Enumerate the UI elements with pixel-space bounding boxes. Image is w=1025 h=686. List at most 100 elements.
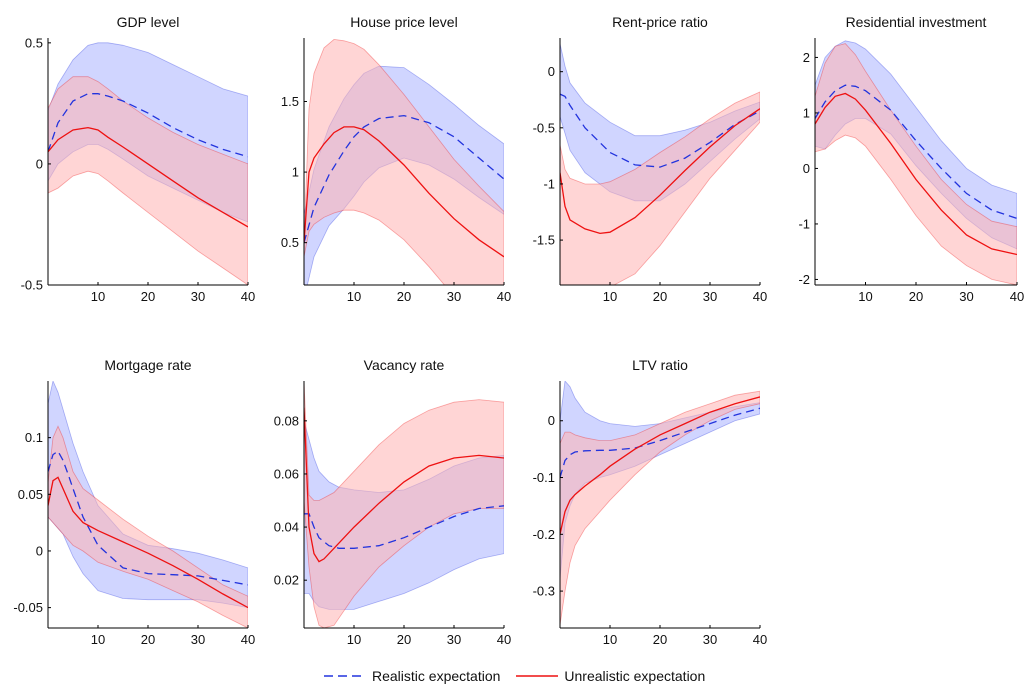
y-tick-label: 0 bbox=[36, 543, 43, 558]
panel-title: Rent-price ratio bbox=[612, 14, 708, 30]
legend-item-unrealistic: Unrealistic expectation bbox=[514, 668, 705, 684]
y-tick-label: -2 bbox=[798, 272, 810, 287]
panel-residential-investment: 10 20 30 40 -2 -1 0 1 2 Residential investment bbox=[798, 14, 1024, 304]
plot-area bbox=[304, 381, 504, 628]
panel-title: Mortgage rate bbox=[104, 357, 191, 373]
line-realistic bbox=[48, 450, 248, 586]
panel-gdp-level: 10 20 30 40 -0.5 0 0.5 GDP level bbox=[21, 14, 256, 304]
panel-title: House price level bbox=[350, 14, 457, 30]
y-tick-label: 0.5 bbox=[281, 235, 299, 250]
x-tick-label: 10 bbox=[91, 289, 105, 304]
plot-area bbox=[48, 381, 248, 628]
band-unrealistic bbox=[560, 91, 760, 285]
line-unrealistic bbox=[304, 407, 504, 563]
y-tick-label: 1 bbox=[803, 105, 810, 120]
y-tick-label: 0.05 bbox=[18, 487, 43, 502]
x-tick-label: 40 bbox=[241, 289, 255, 304]
y-tick-label: -1 bbox=[798, 216, 810, 231]
panel-rent-price-ratio: 10 20 30 40 -1.5 -1 -0.5 0 Rent-price ratio bbox=[533, 14, 768, 304]
plot-area bbox=[304, 38, 504, 285]
y-tick-label: 1.5 bbox=[281, 94, 299, 109]
x-tick-label: 20 bbox=[397, 632, 411, 647]
line-realistic bbox=[815, 84, 1017, 220]
legend-label-realistic: Realistic expectation bbox=[372, 668, 501, 684]
x-tick-label: 40 bbox=[1010, 289, 1024, 304]
y-tick-label: 0.5 bbox=[25, 35, 43, 50]
y-tick-label: 0.02 bbox=[274, 573, 299, 588]
plot-area bbox=[48, 42, 248, 285]
x-tick-label: 10 bbox=[91, 632, 105, 647]
x-tick-label: 20 bbox=[397, 289, 411, 304]
y-tick-label: -1 bbox=[543, 176, 555, 191]
y-tick-label: 0 bbox=[548, 413, 555, 428]
y-tick-label: 0 bbox=[803, 161, 810, 176]
legend-label-unrealistic: Unrealistic expectation bbox=[564, 668, 706, 684]
panel-ltv-ratio: 10 20 30 40 -0.3 -0.2 -0.1 0 LTV ratio bbox=[533, 357, 768, 647]
band-unrealistic bbox=[48, 76, 248, 285]
legend: Realistic expectation Unrealistic expect… bbox=[322, 667, 719, 685]
x-tick-label: 30 bbox=[959, 289, 973, 304]
x-tick-label: 20 bbox=[653, 632, 667, 647]
y-tick-label: -1.5 bbox=[533, 233, 555, 248]
plot-area bbox=[560, 381, 760, 626]
x-tick-label: 10 bbox=[603, 289, 617, 304]
x-tick-label: 40 bbox=[241, 632, 255, 647]
y-tick-label: -0.5 bbox=[21, 278, 43, 293]
y-tick-label: 0.06 bbox=[274, 466, 299, 481]
x-tick-label: 40 bbox=[753, 289, 767, 304]
x-tick-label: 30 bbox=[191, 289, 205, 304]
y-tick-label: 0.04 bbox=[274, 520, 299, 535]
line-unrealistic bbox=[48, 476, 248, 609]
panel-vacancy-rate: 10 20 30 40 0.02 0.04 0.06 0.08 Vacancy rate bbox=[274, 357, 512, 647]
panel-house-price-level: 10 20 30 40 0.5 1 1.5 House price level bbox=[281, 14, 511, 304]
x-tick-label: 20 bbox=[141, 289, 155, 304]
y-tick-label: -0.05 bbox=[13, 600, 43, 615]
line-unrealistic bbox=[304, 126, 504, 258]
x-tick-label: 40 bbox=[497, 289, 511, 304]
x-tick-label: 10 bbox=[347, 632, 361, 647]
y-tick-label: 0 bbox=[36, 156, 43, 171]
x-tick-label: 10 bbox=[603, 632, 617, 647]
y-tick-label: 0 bbox=[548, 64, 555, 79]
y-tick-label: 1 bbox=[292, 165, 299, 180]
line-realistic bbox=[560, 93, 760, 168]
line-unrealistic bbox=[48, 126, 248, 228]
y-tick-label: -0.2 bbox=[533, 527, 555, 542]
panel-title: Vacancy rate bbox=[364, 357, 445, 373]
y-tick-label: -0.1 bbox=[533, 470, 555, 485]
x-tick-label: 30 bbox=[447, 632, 461, 647]
x-tick-label: 30 bbox=[191, 632, 205, 647]
line-realistic bbox=[304, 114, 504, 243]
y-tick-label: -0.3 bbox=[533, 584, 555, 599]
x-tick-label: 20 bbox=[909, 289, 923, 304]
plot-area bbox=[815, 40, 1017, 285]
y-tick-label: -0.5 bbox=[533, 120, 555, 135]
y-tick-label: 2 bbox=[803, 50, 810, 65]
y-tick-label: 0.08 bbox=[274, 413, 299, 428]
y-tick-label: 0.1 bbox=[25, 430, 43, 445]
line-realistic bbox=[304, 505, 504, 549]
line-unrealistic bbox=[560, 396, 760, 535]
line-realistic bbox=[48, 93, 248, 158]
x-tick-label: 10 bbox=[858, 289, 872, 304]
panel-title: LTV ratio bbox=[632, 357, 688, 373]
x-tick-label: 20 bbox=[141, 632, 155, 647]
panel-mortgage-rate: 10 20 30 40 -0.05 0 0.05 0.1 Mortgage rate bbox=[13, 357, 255, 647]
x-tick-label: 40 bbox=[497, 632, 511, 647]
x-tick-label: 10 bbox=[347, 289, 361, 304]
dashed-line-icon bbox=[324, 675, 366, 677]
x-tick-label: 30 bbox=[703, 289, 717, 304]
x-tick-label: 30 bbox=[703, 632, 717, 647]
band-unrealistic bbox=[48, 425, 248, 628]
line-realistic bbox=[560, 407, 760, 478]
line-unrealistic bbox=[560, 108, 760, 235]
panel-title: Residential investment bbox=[846, 14, 987, 30]
legend-item-realistic: Realistic expectation bbox=[322, 668, 500, 684]
plot-area bbox=[560, 43, 760, 285]
band-unrealistic bbox=[815, 43, 1017, 285]
line-unrealistic bbox=[815, 92, 1017, 256]
band-unrealistic bbox=[304, 381, 504, 628]
x-tick-label: 40 bbox=[753, 632, 767, 647]
solid-line-icon bbox=[516, 675, 559, 677]
